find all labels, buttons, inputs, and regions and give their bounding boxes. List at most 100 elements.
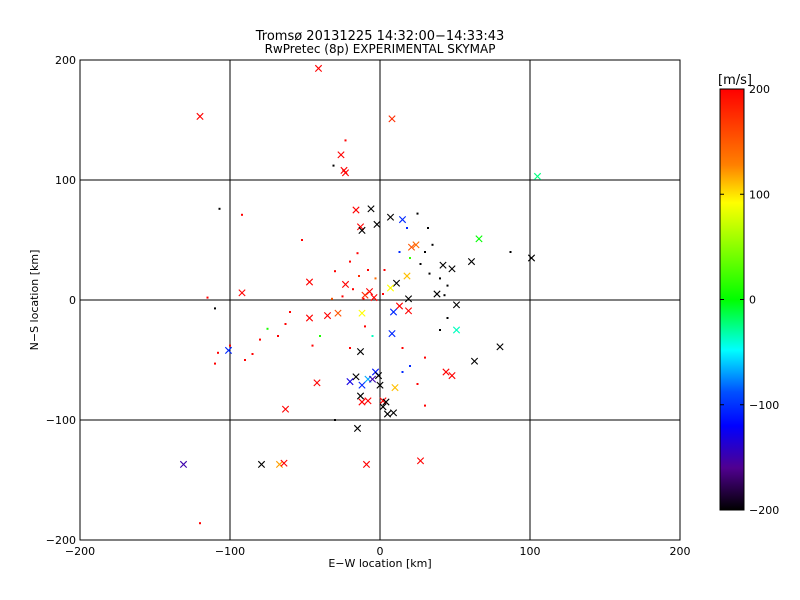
y-tick-label: −100 (46, 414, 76, 427)
data-point-dot (439, 277, 441, 280)
data-point-dot (319, 335, 321, 337)
data-point-cross (533, 172, 542, 180)
data-point-cross (323, 312, 332, 320)
data-point-dot (214, 307, 216, 310)
chart-title-line1: Tromsø 20131225 14:32:00−14:33:43 (255, 29, 505, 44)
data-point-cross (257, 460, 266, 468)
data-point-cross (386, 284, 395, 292)
data-point-dot (374, 277, 377, 280)
data-point-cross (448, 372, 456, 380)
data-point-cross (179, 460, 188, 468)
colorbar-tick-label: −100 (749, 399, 779, 412)
data-point-cross (362, 460, 371, 468)
data-point-dot (367, 269, 369, 271)
data-point-cross (442, 368, 450, 376)
data-point-cross (346, 378, 354, 386)
data-point-cross (196, 112, 204, 120)
data-point-cross (496, 343, 504, 351)
colorbar-tick-label: 0 (749, 294, 756, 307)
colorbar-tick-label: 200 (749, 83, 770, 96)
data-point-cross (356, 223, 365, 231)
colorbar-ticks: 200 100 0 −100 −200 (720, 83, 779, 517)
data-point-dot (206, 296, 209, 299)
data-point-cross (388, 330, 396, 338)
grid-lines (80, 60, 680, 540)
data-point-cross (367, 205, 375, 213)
data-point-cross (389, 308, 398, 316)
data-point-dot (284, 323, 287, 325)
x-tick-label: −100 (215, 545, 245, 558)
data-point-dot (277, 335, 279, 337)
data-point-cross (433, 290, 441, 298)
data-point-cross (475, 235, 483, 243)
data-point-dot (446, 317, 449, 319)
data-point-dot (241, 213, 243, 216)
data-point-cross (341, 280, 350, 288)
data-point-cross (281, 405, 290, 413)
data-point-dot (371, 335, 374, 337)
data-point-cross (404, 307, 413, 315)
data-point-dot (382, 293, 384, 295)
data-point-dot (217, 351, 219, 354)
data-point-cross (337, 151, 345, 159)
data-point-cross (470, 357, 479, 365)
x-tick-label: −200 (65, 545, 95, 558)
data-point-dot (331, 297, 333, 300)
colorbar-tick-label: 100 (749, 188, 770, 201)
data-point-cross (374, 372, 383, 380)
data-point-cross (361, 291, 369, 299)
data-point-cross (382, 398, 390, 406)
x-tick-label: 200 (670, 545, 691, 558)
y-tick-label: 200 (55, 54, 76, 67)
data-point-cross (313, 379, 321, 387)
data-point-dot (362, 297, 365, 300)
data-point-cross (358, 398, 366, 406)
y-tick-label: 100 (55, 174, 76, 187)
colorbar-unit-label: [m/s] (718, 73, 752, 88)
x-tick-label: 100 (520, 545, 541, 558)
data-point-dot (419, 263, 422, 265)
data-point-dot (352, 288, 354, 291)
data-point-cross (238, 289, 246, 297)
data-point-cross (395, 302, 404, 310)
data-point-cross (376, 381, 384, 389)
data-point-cross (370, 294, 378, 302)
data-point-dot (334, 419, 336, 421)
data-point-cross (404, 295, 413, 303)
data-point-cross (356, 348, 365, 356)
data-point-cross (358, 381, 366, 389)
data-point-cross (439, 261, 447, 269)
data-point-cross (334, 309, 342, 317)
data-point-cross (305, 278, 314, 286)
data-point-dot (439, 329, 441, 331)
data-point-cross (398, 216, 407, 224)
data-point-dot (406, 227, 408, 229)
x-axis-ticks: −200 −100 0 100 200 (65, 60, 691, 558)
data-point-cross (224, 346, 233, 354)
data-point-dot (424, 251, 426, 253)
chart-title-line2: RwPretec (8p) EXPERIMENTAL SKYMAP (265, 42, 496, 56)
data-point-cross (407, 243, 416, 251)
data-point-cross (379, 403, 387, 411)
data-point-dot (349, 347, 351, 349)
data-point-dot (358, 275, 360, 277)
data-point-dot (383, 269, 386, 271)
colorbar-tick-label: −200 (749, 504, 779, 517)
x-axis-label: E−W location [km] (328, 557, 431, 570)
data-point-dot (427, 227, 429, 229)
data-point-dot (401, 371, 404, 373)
data-point-dot (509, 251, 512, 253)
data-point-dot (301, 239, 303, 241)
data-point-cross (467, 258, 476, 266)
data-point-dot (311, 344, 314, 347)
data-point-cross (358, 309, 366, 317)
data-point-dot (446, 284, 449, 287)
data-point-cross (373, 220, 381, 228)
data-point-dot (244, 359, 246, 361)
data-point-cross (412, 241, 420, 249)
data-point-dot (199, 522, 201, 525)
data-point-cross (365, 288, 374, 296)
data-point-cross (452, 326, 461, 334)
data-point-cross (353, 424, 362, 432)
